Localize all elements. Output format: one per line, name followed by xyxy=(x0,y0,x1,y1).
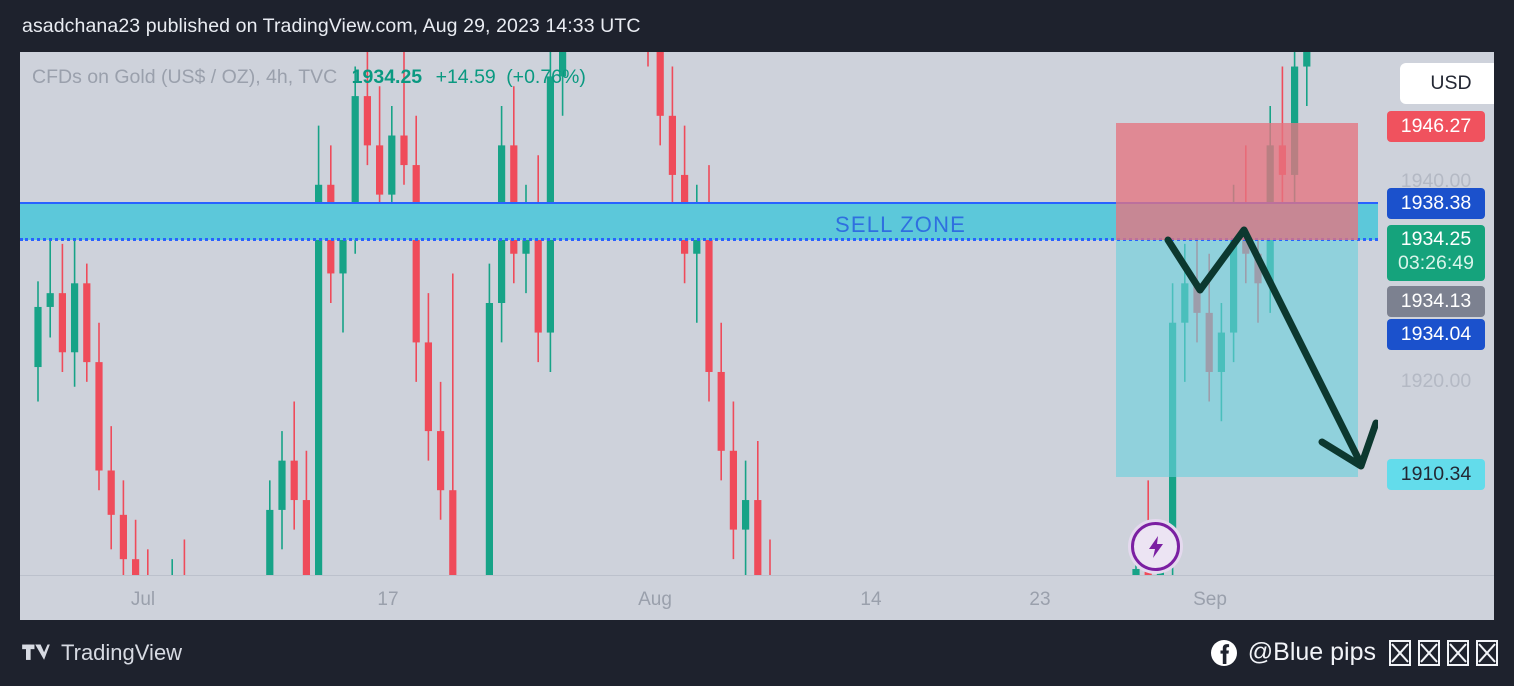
signature-handle: @Blue pips xyxy=(1247,638,1376,666)
missing-glyph-box xyxy=(1476,639,1498,666)
chart-frame: SELL ZONE CFDs on Gold (US$ / OZ), 4h, T… xyxy=(20,52,1494,620)
gridline-label-1920: 1920.00 xyxy=(1400,370,1472,392)
time-label: 14 xyxy=(860,589,882,610)
time-label: Aug xyxy=(638,589,672,610)
facebook-icon[interactable] xyxy=(1210,639,1238,667)
lightning-bolt-glyph xyxy=(1148,535,1163,558)
sell-zone-lower-boundary xyxy=(20,238,1378,241)
candlestick-series xyxy=(34,52,1311,575)
take-profit-zone[interactable] xyxy=(1116,240,1358,477)
tradingview-brand-name: TradingView xyxy=(61,640,183,665)
bearish-projection-arrow[interactable] xyxy=(20,52,1378,575)
current-price-tag[interactable]: 1934.25 03:26:49 xyxy=(1387,225,1485,281)
time-label: Sep xyxy=(1193,589,1227,610)
time-label: 23 xyxy=(1029,589,1051,610)
currency-badge[interactable]: USD xyxy=(1400,63,1494,104)
author-signature: @Blue pips xyxy=(1210,638,1498,667)
tradingview-brand: TradingView xyxy=(22,640,182,666)
sell-zone-upper-boundary xyxy=(20,202,1378,204)
current-price-value: 1934.25 xyxy=(1400,228,1472,250)
take-profit-price-tag[interactable]: 1910.34 xyxy=(1387,459,1485,490)
published-header: asadchana23 published on TradingView.com… xyxy=(0,0,1514,52)
lightning-bolt-icon[interactable] xyxy=(1131,522,1180,571)
missing-glyph-box xyxy=(1418,639,1440,666)
sell-zone-label: SELL ZONE xyxy=(835,212,967,237)
footer-bar: TradingView @Blue pips xyxy=(0,620,1514,686)
bid-price-tag[interactable]: 1934.13 xyxy=(1387,286,1485,317)
ask-price-tag[interactable]: 1934.04 xyxy=(1387,319,1485,350)
tradingview-logo-icon xyxy=(22,644,50,660)
time-scale[interactable]: Jul 17 Aug 14 23 Sep xyxy=(20,575,1494,620)
missing-glyph-box xyxy=(1447,639,1469,666)
price-scale[interactable]: USD 1940.00 1920.00 1946.27 1938.38 1934… xyxy=(1378,52,1494,620)
stop-loss-price-tag[interactable]: 1946.27 xyxy=(1387,111,1485,142)
gridline-label-1940: 1940.00 xyxy=(1400,170,1472,192)
missing-glyph-box xyxy=(1389,639,1411,666)
bar-countdown-timer: 03:26:49 xyxy=(1398,251,1474,274)
entry-price-tag[interactable]: 1938.38 xyxy=(1387,188,1485,219)
published-text: asadchana23 published on TradingView.com… xyxy=(22,14,641,37)
stop-loss-zone[interactable] xyxy=(1116,123,1358,240)
chart-plot-area[interactable]: SELL ZONE CFDs on Gold (US$ / OZ), 4h, T… xyxy=(20,52,1378,575)
signature-emoji-glyphs xyxy=(1382,639,1498,666)
time-label: 17 xyxy=(377,589,399,610)
time-label: Jul xyxy=(130,589,156,610)
